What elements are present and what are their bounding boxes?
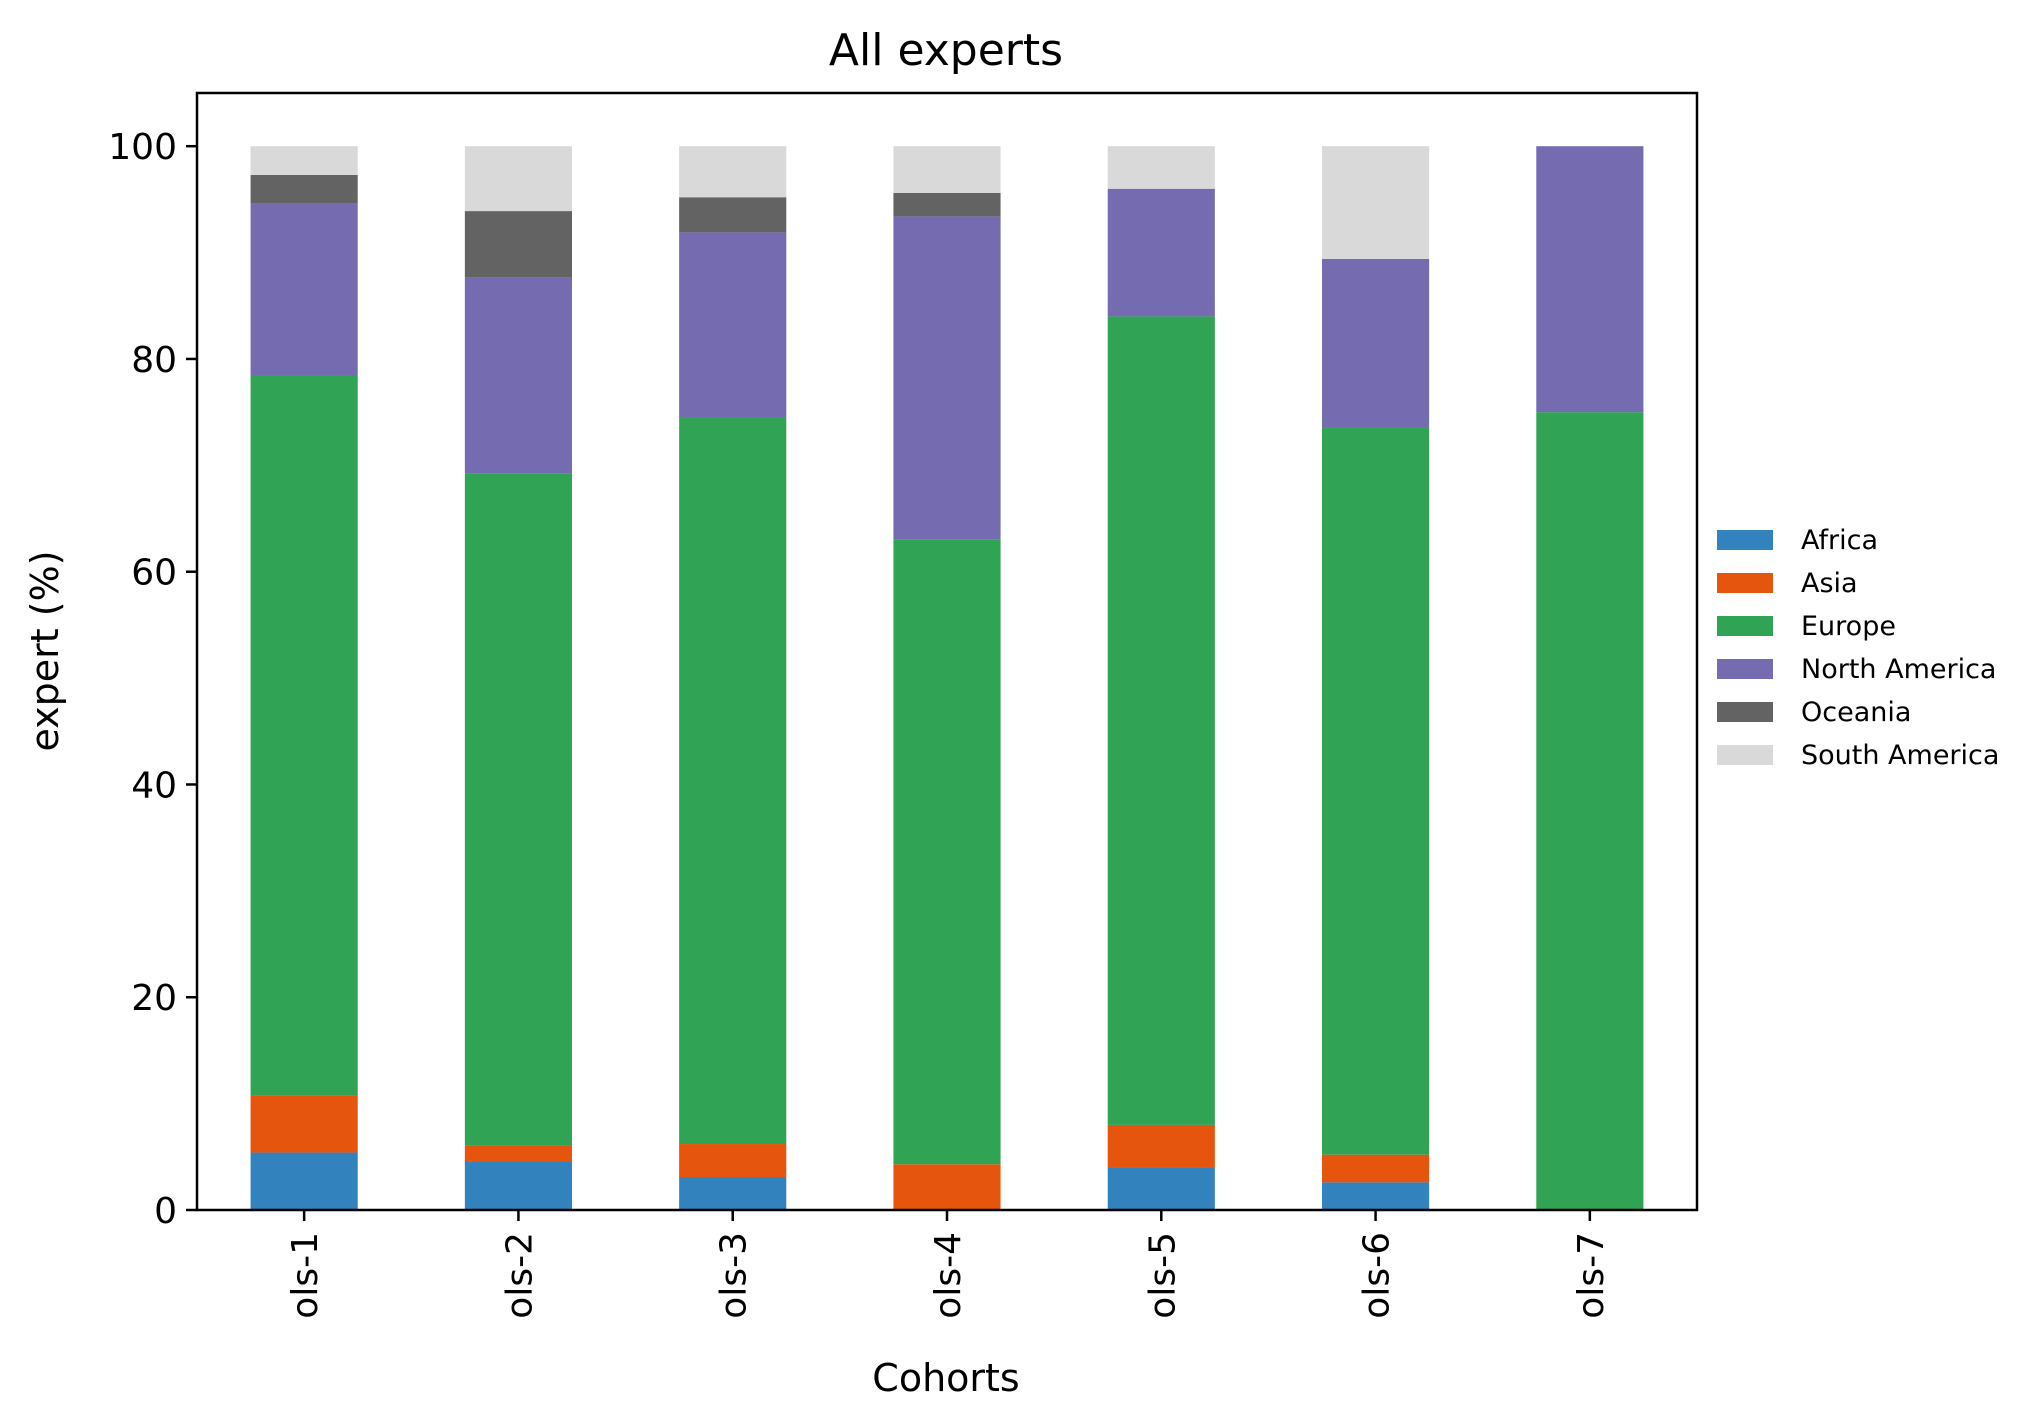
y-axis-label: expert (%) xyxy=(23,550,67,751)
legend-swatch-europe xyxy=(1717,616,1773,636)
bar-asia-ols-3 xyxy=(679,1144,787,1178)
bar-europe-ols-1 xyxy=(250,375,358,1096)
bar-europe-ols-7 xyxy=(1536,412,1644,1211)
bar-north-america-ols-1 xyxy=(250,203,358,376)
legend-swatch-south-america xyxy=(1717,745,1773,765)
x-tick-label-ols-4: ols-4 xyxy=(928,1232,969,1319)
y-tick-label-80: 80 xyxy=(131,340,177,381)
legend-label-south-america: South America xyxy=(1801,740,1999,771)
x-tick-label-ols-7: ols-7 xyxy=(1571,1232,1612,1319)
legend-label-north-america: North America xyxy=(1801,654,1996,685)
legend-swatch-north-america xyxy=(1717,659,1773,679)
bar-north-america-ols-3 xyxy=(679,232,787,418)
bar-africa-ols-1 xyxy=(250,1152,358,1210)
bar-south-america-ols-3 xyxy=(679,146,787,198)
legend-label-oceania: Oceania xyxy=(1801,697,1911,728)
bar-asia-ols-5 xyxy=(1107,1124,1215,1168)
bar-oceania-ols-1 xyxy=(250,174,358,204)
bar-north-america-ols-5 xyxy=(1107,188,1215,317)
bar-north-america-ols-4 xyxy=(893,216,1001,540)
bar-oceania-ols-3 xyxy=(679,197,787,233)
bar-europe-ols-4 xyxy=(893,539,1001,1165)
chart-title: All experts xyxy=(829,25,1063,76)
bar-south-america-ols-2 xyxy=(464,146,572,212)
legend-label-europe: Europe xyxy=(1801,611,1896,642)
bar-asia-ols-2 xyxy=(464,1145,572,1162)
legend-swatch-oceania xyxy=(1717,702,1773,722)
y-tick-label-40: 40 xyxy=(131,765,177,806)
bar-oceania-ols-4 xyxy=(893,192,1001,217)
bar-asia-ols-1 xyxy=(250,1095,358,1153)
x-tick-label-ols-2: ols-2 xyxy=(499,1232,540,1319)
bar-africa-ols-3 xyxy=(679,1177,787,1210)
bar-south-america-ols-1 xyxy=(250,146,358,175)
bar-north-america-ols-7 xyxy=(1536,146,1644,413)
bar-africa-ols-6 xyxy=(1322,1182,1430,1210)
bar-africa-ols-2 xyxy=(464,1161,572,1210)
x-axis-label: Cohorts xyxy=(872,1356,1019,1400)
bar-north-america-ols-6 xyxy=(1322,258,1430,428)
bars-group xyxy=(250,146,1644,1211)
bar-south-america-ols-5 xyxy=(1107,146,1215,189)
bar-south-america-ols-4 xyxy=(893,146,1001,193)
bar-south-america-ols-6 xyxy=(1322,146,1430,259)
bar-europe-ols-3 xyxy=(679,417,787,1145)
bar-asia-ols-4 xyxy=(893,1164,1001,1210)
bar-asia-ols-6 xyxy=(1322,1154,1430,1183)
bar-oceania-ols-2 xyxy=(464,211,572,278)
x-tick-label-ols-6: ols-6 xyxy=(1357,1232,1398,1319)
legend-swatch-africa xyxy=(1717,530,1773,550)
legend-label-asia: Asia xyxy=(1801,568,1858,599)
x-tick-label-ols-5: ols-5 xyxy=(1142,1232,1183,1319)
legend: Africa Asia Europe North America Oceania Sout… xyxy=(1717,525,1999,771)
bar-europe-ols-2 xyxy=(464,473,572,1146)
x-axis: ols-1 ols-2 ols-3 ols-4 ols-5 ols-6 ols-7 xyxy=(285,1210,1612,1319)
x-tick-label-ols-1: ols-1 xyxy=(285,1232,326,1319)
bar-africa-ols-5 xyxy=(1107,1167,1215,1210)
y-axis: 0 20 40 60 80 100 xyxy=(108,127,197,1232)
x-tick-label-ols-3: ols-3 xyxy=(714,1232,755,1319)
legend-label-africa: Africa xyxy=(1801,525,1878,556)
y-tick-label-60: 60 xyxy=(131,553,177,594)
y-tick-label-0: 0 xyxy=(154,1191,177,1232)
legend-swatch-asia xyxy=(1717,573,1773,593)
bar-north-america-ols-2 xyxy=(464,277,572,474)
bar-europe-ols-5 xyxy=(1107,316,1215,1125)
y-tick-label-100: 100 xyxy=(108,127,177,168)
bar-europe-ols-6 xyxy=(1322,427,1430,1155)
y-tick-label-20: 20 xyxy=(131,978,177,1019)
